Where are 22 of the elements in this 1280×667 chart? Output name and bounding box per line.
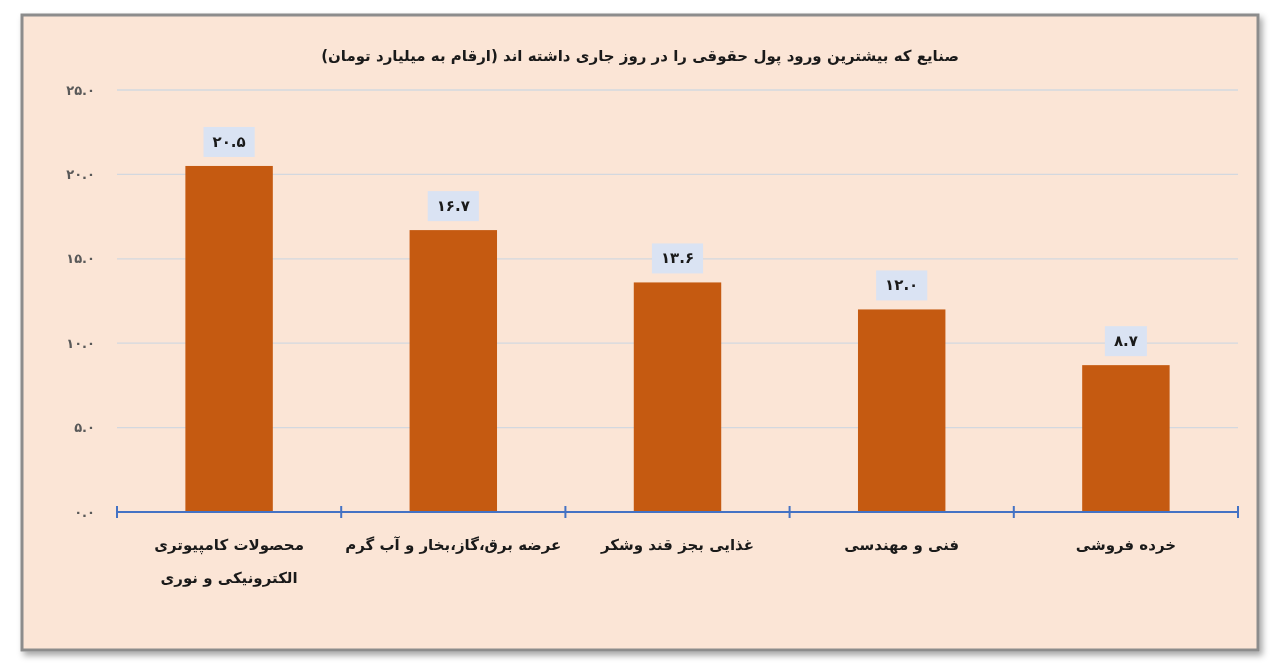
x-tick-label: عرضه برق،گاز،بخار و آب گرم <box>345 536 562 554</box>
chart-title: صنایع که بیشترین ورود پول حقوقی را در روز جاری داشته اند (ارقام به میلیارد تومان) <box>321 47 959 66</box>
y-tick-label: ۲۰.۰ <box>66 166 95 182</box>
bar <box>633 282 722 512</box>
bar <box>185 165 273 512</box>
bar <box>409 230 498 512</box>
bar <box>857 309 946 512</box>
y-tick-label: ۱۵.۰ <box>66 251 95 267</box>
data-label: ۲۰.۵ <box>212 132 246 151</box>
x-tick-label: خرده فروشی <box>1075 536 1177 554</box>
y-tick-label: ۱۰.۰ <box>66 335 95 351</box>
x-tick-label: فنی و مهندسی <box>844 536 960 554</box>
data-label: ۱۳.۶ <box>660 249 695 268</box>
bar <box>1082 365 1170 512</box>
y-tick-label: ۰.۰ <box>74 504 95 520</box>
y-tick-label: ۲۵.۰ <box>66 82 95 98</box>
x-tick-label: محصولات کامپیوتری الکترونیکی و نوری <box>154 536 304 587</box>
data-label: ۱۶.۷ <box>436 197 470 216</box>
x-tick-label: غذایی بجز قند وشکر <box>599 536 755 554</box>
data-label: ۱۲.۰ <box>885 276 919 295</box>
y-tick-label: ۵.۰ <box>74 420 95 436</box>
data-label: ۸.۷ <box>1113 332 1138 351</box>
